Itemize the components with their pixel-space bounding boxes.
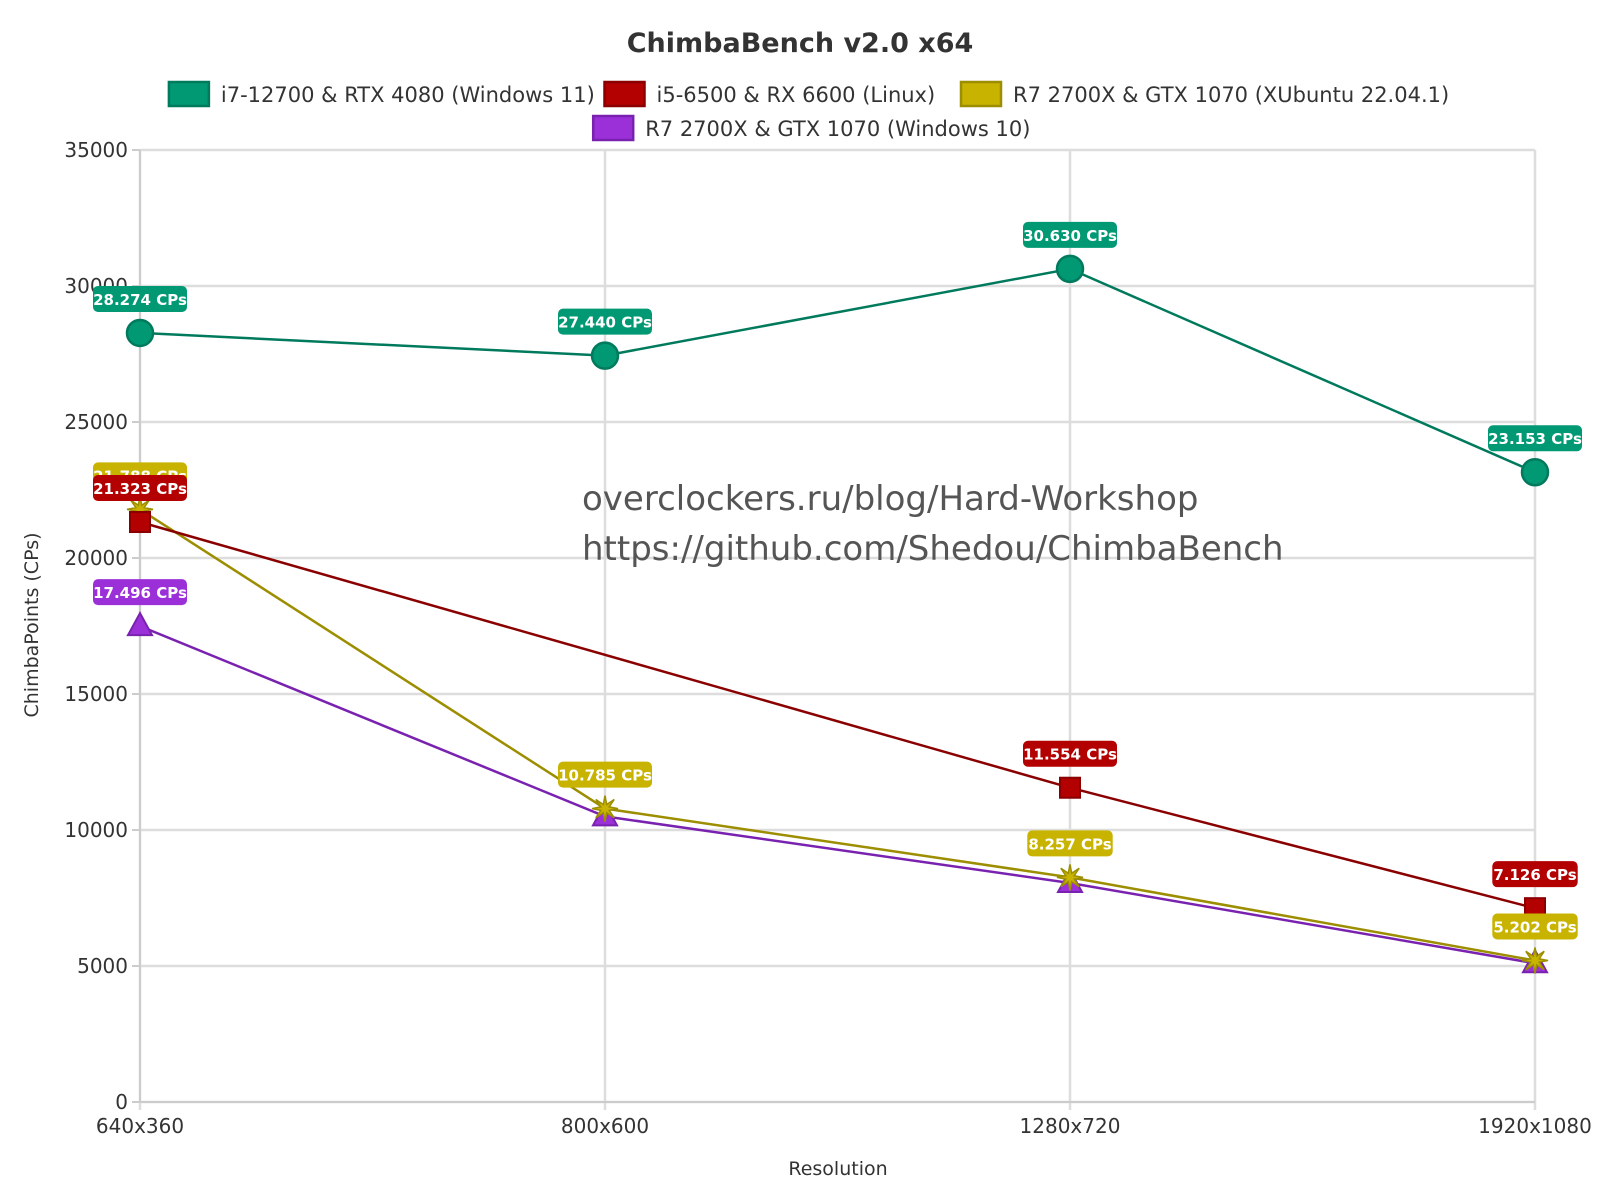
y-tick-label: 35000 — [64, 138, 128, 162]
data-label-box — [93, 285, 187, 312]
data-point[interactable] — [591, 795, 619, 822]
legend-item[interactable]: i7-12700 & RTX 4080 (Windows 11) — [167, 80, 595, 108]
legend-label: i7-12700 & RTX 4080 (Windows 11) — [221, 83, 595, 107]
data-label-text: 23.153 CPs — [1488, 430, 1582, 448]
data-label-box — [558, 761, 652, 788]
data-label: 30.630 CPs — [1023, 221, 1117, 248]
data-label-text: 21.323 CPs — [93, 480, 187, 498]
data-label: 10.785 CPs — [558, 761, 652, 788]
watermark-line-1: overclockers.ru/blog/Hard-Workshop — [582, 479, 1198, 519]
data-point[interactable] — [1520, 457, 1550, 487]
chart-title: ChimbaBench v2.0 x64 — [627, 28, 974, 59]
data-point[interactable] — [129, 511, 151, 534]
data-label-box — [93, 579, 187, 606]
y-tick-label: 10000 — [64, 818, 128, 842]
data-label: 23.153 CPs — [1488, 425, 1582, 452]
series-line — [139, 624, 1536, 965]
legend-swatch — [591, 114, 635, 142]
grid — [138, 148, 1537, 1110]
legend-swatch — [167, 80, 211, 108]
x-tick-label: 1920x1080 — [1478, 1114, 1592, 1138]
data-label-text: 30.630 CPs — [1023, 227, 1117, 245]
legend-item[interactable]: R7 2700X & GTX 1070 (Windows 10) — [591, 114, 1030, 142]
x-tick-label: 1280x720 — [1020, 1114, 1121, 1138]
y-tick-label: 25000 — [64, 410, 128, 434]
data-label-box — [93, 475, 187, 502]
y-tick-label: 15000 — [64, 682, 128, 706]
legend-swatch — [959, 80, 1003, 108]
legend-label: R7 2700X & GTX 1070 (Windows 10) — [645, 117, 1030, 141]
data-point[interactable] — [1059, 776, 1081, 799]
legend-label: R7 2700X & GTX 1070 (XUbuntu 22.04.1) — [1013, 83, 1449, 107]
data-label: 28.274 CPs — [93, 285, 187, 312]
data-point[interactable] — [1521, 947, 1549, 974]
data-label-box — [1023, 740, 1117, 767]
x-tick-label: 800x600 — [561, 1114, 649, 1138]
x-tick-label: 640x360 — [96, 1114, 184, 1138]
x-axis-label: Resolution — [788, 1158, 887, 1180]
data-label-box — [1027, 830, 1113, 857]
y-axis-label: ChimbaPoints (CPs) — [21, 532, 43, 717]
legend-label: i5-6500 & RX 6600 (Linux) — [657, 83, 936, 107]
data-label: 27.440 CPs — [558, 308, 652, 335]
data-label-text: 8.257 CPs — [1028, 835, 1111, 853]
data-label-box — [558, 308, 652, 335]
data-label: 21.323 CPs — [93, 475, 187, 502]
data-label-text: 27.440 CPs — [558, 314, 652, 332]
y-tick-label: 20000 — [64, 546, 128, 570]
series-line — [139, 508, 1536, 962]
data-label: 7.126 CPs — [1492, 861, 1578, 888]
data-point[interactable] — [590, 341, 620, 370]
data-label-box — [1023, 221, 1117, 248]
legend: i7-12700 & RTX 4080 (Windows 11) i5-6500 … — [167, 80, 1449, 142]
data-label: 8.257 CPs — [1027, 830, 1113, 857]
data-point[interactable] — [1055, 254, 1085, 284]
data-label: 17.496 CPs — [93, 579, 187, 606]
data-label-text: 10.785 CPs — [558, 767, 652, 785]
y-tick-label: 0 — [115, 1090, 128, 1114]
data-label-text: 17.496 CPs — [93, 584, 187, 602]
y-tick-label: 5000 — [77, 954, 128, 978]
data-point[interactable] — [1056, 864, 1084, 891]
data-point[interactable] — [126, 611, 154, 637]
watermark-line-2: https://github.com/Shedou/ChimbaBench — [582, 529, 1284, 569]
data-label: 5.202 CPs — [1492, 913, 1578, 940]
data-label-text: 28.274 CPs — [93, 291, 187, 309]
data-label-text: 5.202 CPs — [1493, 919, 1576, 937]
data-label-box — [1492, 913, 1578, 940]
data-label-text: 7.126 CPs — [1493, 866, 1576, 884]
axes: 05000100001500020000250003000035000640x3… — [64, 138, 1591, 1138]
data-label-box — [1488, 425, 1582, 452]
data-point[interactable] — [125, 318, 155, 348]
watermark: overclockers.ru/blog/Hard-Workshop https… — [582, 479, 1284, 569]
data-label-text: 11.554 CPs — [1023, 746, 1117, 764]
series — [125, 254, 1550, 974]
series-line — [139, 267, 1536, 474]
legend-swatch — [603, 80, 646, 108]
data-label-box — [1492, 861, 1578, 888]
legend-item[interactable]: i5-6500 & RX 6600 (Linux) — [603, 80, 936, 108]
data-label: 11.554 CPs — [1023, 740, 1117, 767]
legend-item[interactable]: R7 2700X & GTX 1070 (XUbuntu 22.04.1) — [959, 80, 1449, 108]
